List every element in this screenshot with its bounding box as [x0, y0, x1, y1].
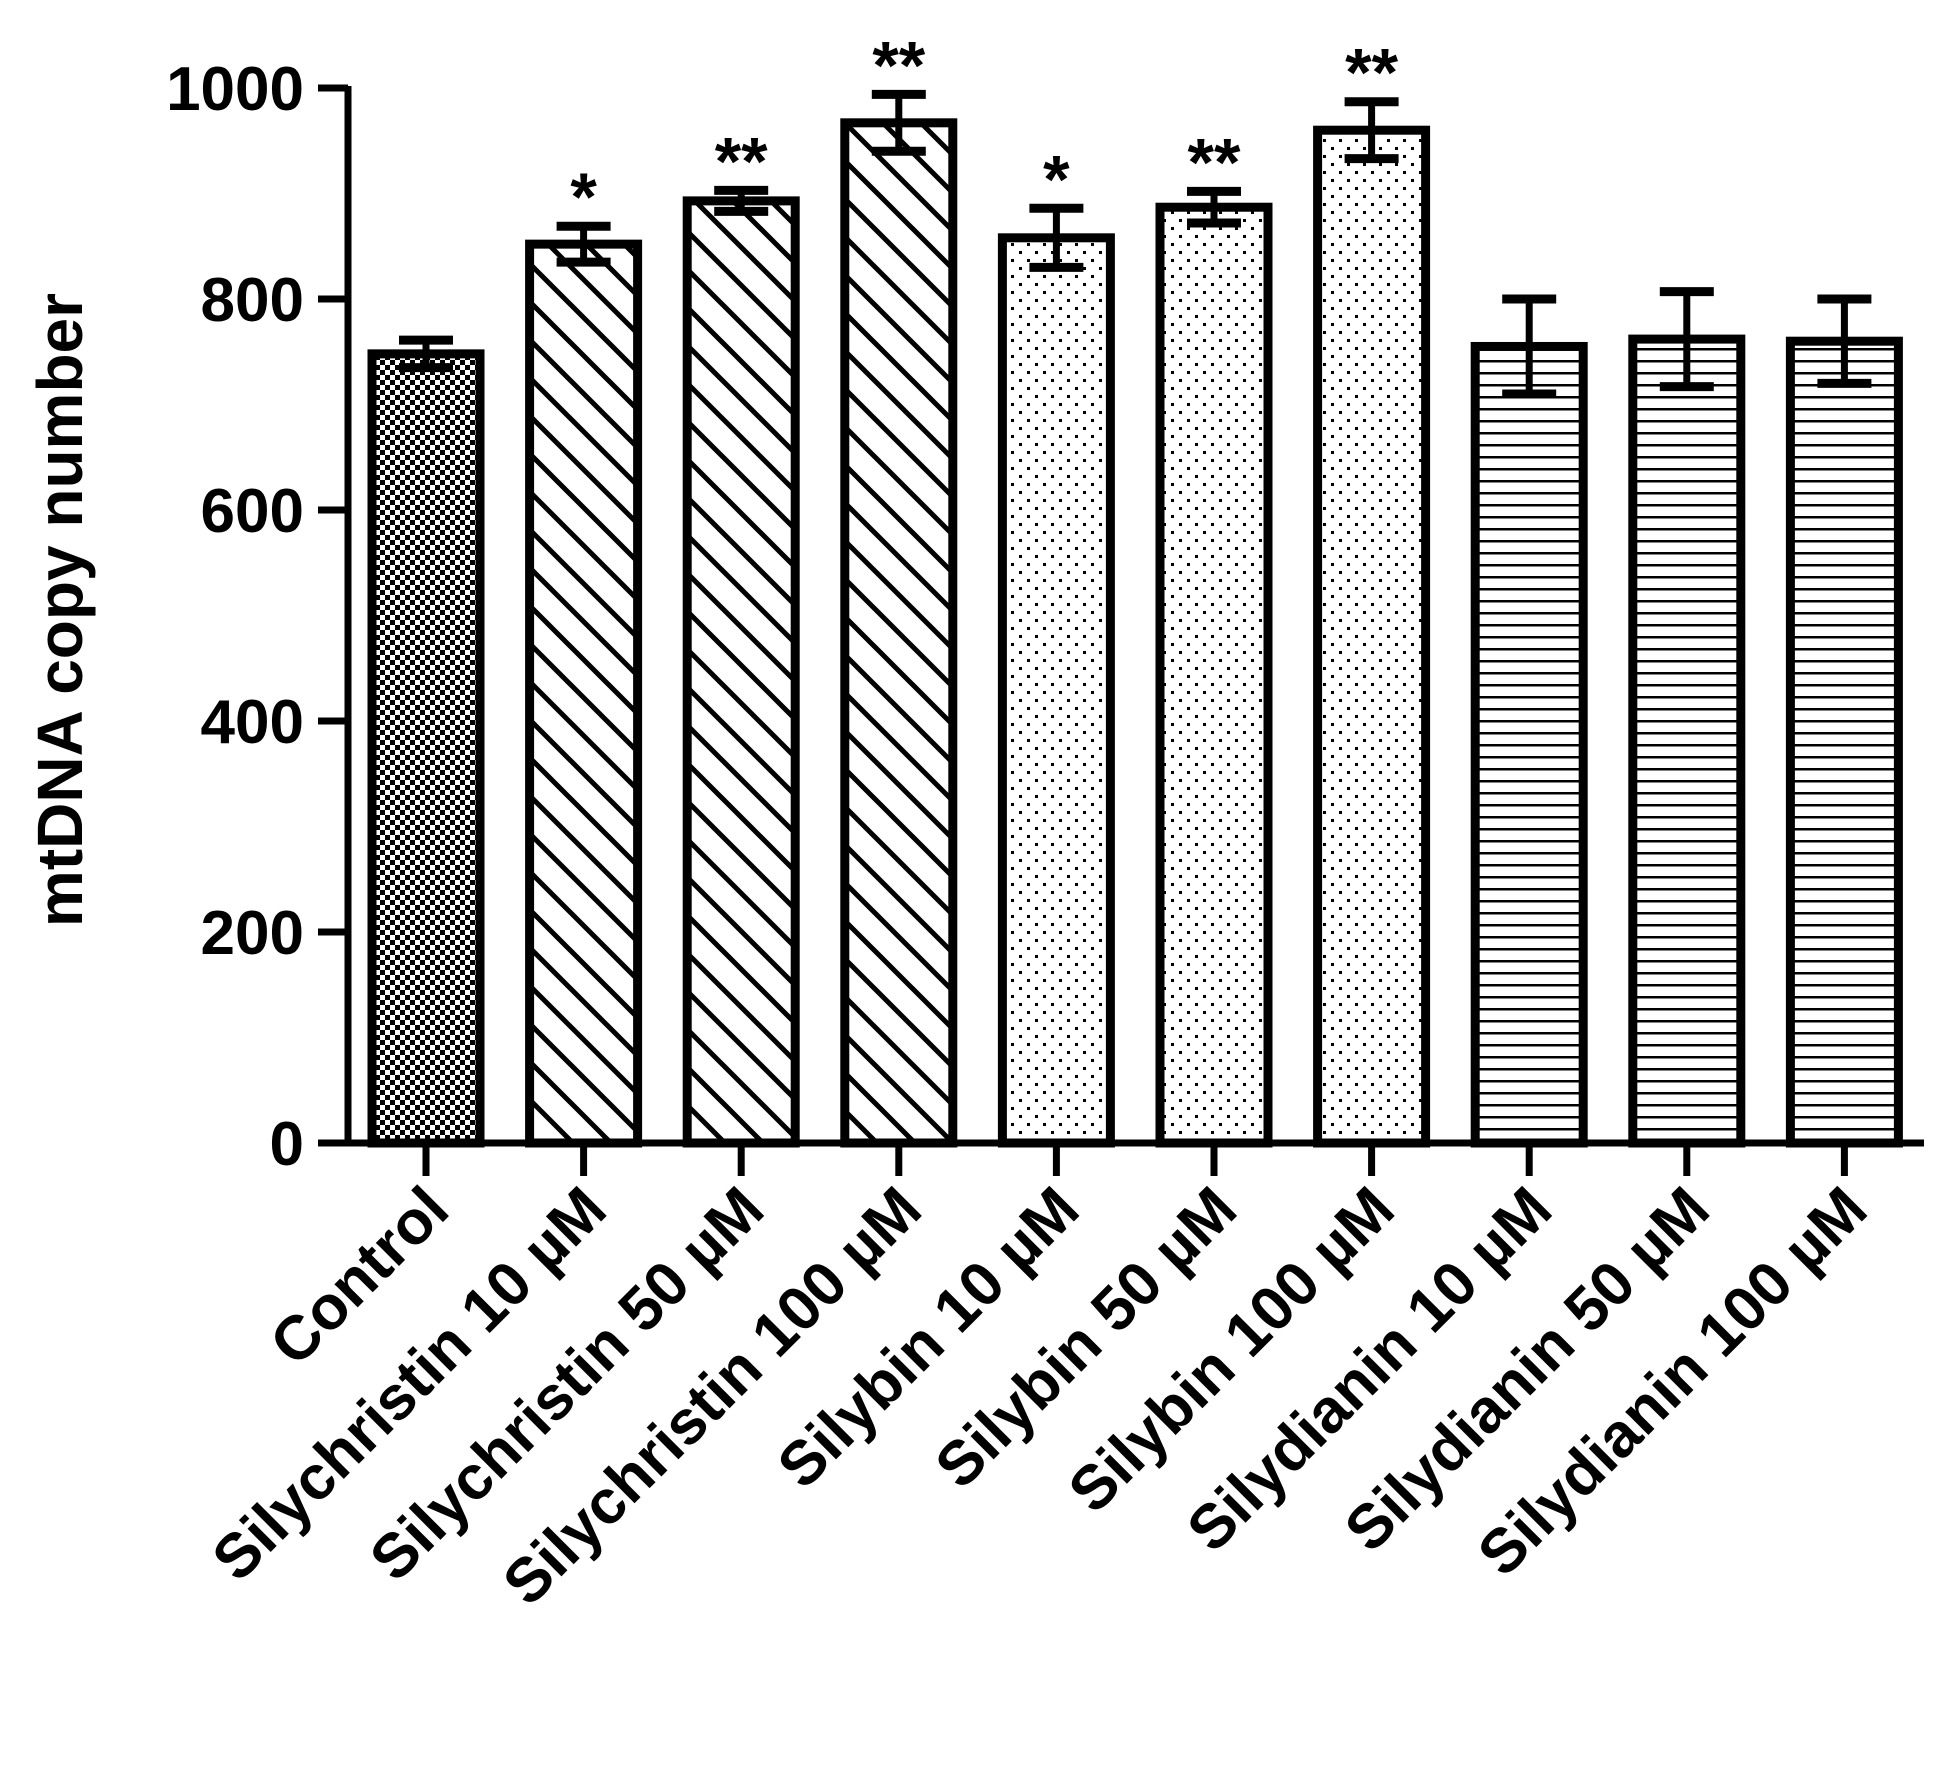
significance-label: *: [570, 159, 597, 235]
bar: [1628, 334, 1746, 1148]
y-tick-label: 400: [201, 688, 304, 757]
bars: [367, 118, 1903, 1148]
significance-label: *: [1043, 141, 1070, 217]
bar: [682, 196, 800, 1148]
y-tick-label: 600: [201, 477, 304, 546]
x-axis: [345, 1139, 1924, 1176]
error-bars: [399, 89, 1872, 399]
bar: [997, 233, 1115, 1148]
y-axis-label: mtDNA copy number: [24, 293, 96, 927]
significance-label: **: [872, 27, 925, 103]
significance-label: **: [715, 123, 768, 199]
bar: [840, 118, 958, 1148]
bar: [1313, 125, 1431, 1148]
bar: [525, 239, 643, 1148]
y-axis: 0 200 400 600 800 1000: [166, 55, 352, 1179]
y-tick-label: 1000: [166, 55, 304, 124]
bar: [367, 349, 485, 1148]
bar: [1155, 202, 1273, 1148]
y-tick-label: 800: [201, 266, 304, 335]
y-tick-label: 200: [201, 899, 304, 968]
significance-label: **: [1345, 35, 1398, 111]
y-tick-label: 0: [270, 1110, 304, 1179]
bar: [1470, 341, 1588, 1148]
bar: [1785, 336, 1903, 1148]
significance-label: **: [1188, 124, 1241, 200]
significance-marks: * ***** ****: [570, 27, 1398, 235]
